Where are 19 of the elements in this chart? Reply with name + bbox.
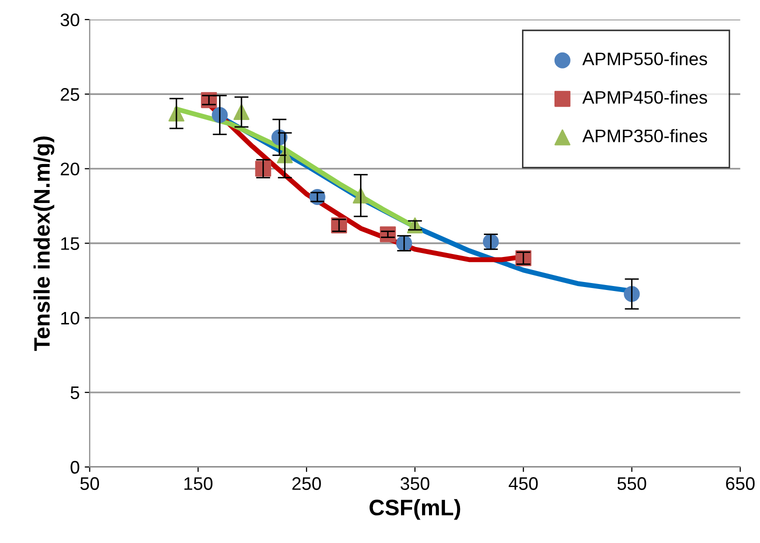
y-tick-label: 0 <box>70 460 80 474</box>
y-tick-label: 20 <box>60 162 80 176</box>
y-tick-label: 30 <box>60 13 80 26</box>
x-axis-title: CSF(mL) <box>370 499 460 520</box>
y-tick-label: 10 <box>61 312 80 325</box>
x-tick-label: 450 <box>508 477 538 490</box>
y-tick-label: 15 <box>61 237 80 250</box>
y-tick-label: 5 <box>70 386 80 400</box>
y-axis-title: Tensile index(N.m/g) <box>34 136 54 351</box>
y-tick-label: 25 <box>60 88 80 101</box>
legend-label: APMP350-fines <box>582 129 708 142</box>
x-tick-label: 50 <box>80 477 100 490</box>
legend-label: APMP550-fines <box>582 52 708 66</box>
legend-label: APMP450-fines <box>582 90 708 104</box>
x-tick-label: 350 <box>400 477 430 490</box>
x-tick-label: 150 <box>184 477 212 490</box>
x-tick-label: 650 <box>726 477 755 490</box>
x-tick-label: 550 <box>617 477 646 490</box>
x-tick-label: 250 <box>292 477 321 490</box>
